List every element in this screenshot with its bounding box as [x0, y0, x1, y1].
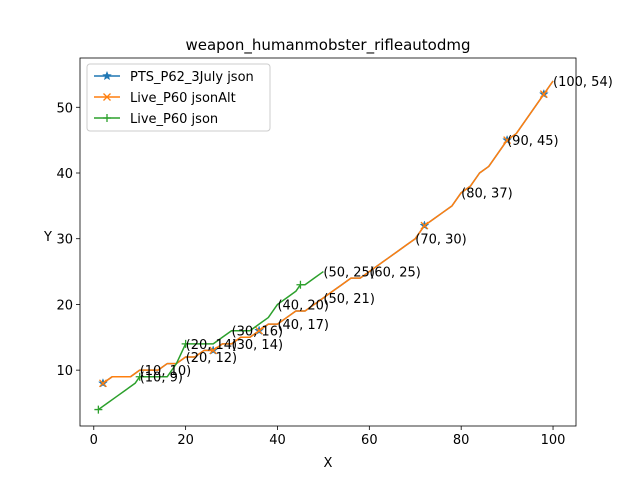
- data-label: (20, 14): [186, 338, 238, 353]
- data-point: [209, 346, 218, 355]
- data-point: [181, 339, 190, 348]
- y-tick-label: 20: [56, 298, 73, 313]
- data-label: (50, 21): [323, 292, 375, 307]
- data-point: [99, 379, 107, 388]
- x-tick-label: 80: [453, 433, 470, 448]
- data-label: (70, 30): [415, 233, 467, 248]
- legend-box: [86, 63, 271, 132]
- x-tick-label: 0: [90, 433, 98, 448]
- data-label: (30, 16): [232, 325, 283, 340]
- data-label: (50, 25): [323, 266, 375, 281]
- data-point: [296, 280, 305, 289]
- data-point: [420, 221, 429, 230]
- data-label: (40, 20): [277, 298, 329, 313]
- x-axis-label: X: [324, 456, 333, 471]
- series-line-3: [97, 270, 324, 411]
- axes-frame: [79, 57, 577, 427]
- series-line-2: [102, 80, 554, 384]
- data-label: (80, 37): [461, 187, 513, 202]
- legend-marker-2: [103, 93, 111, 101]
- data-label: (20, 12): [186, 351, 238, 366]
- data-label: (100, 54): [553, 75, 613, 90]
- legend-marker-1: [102, 70, 112, 81]
- x-tick-label: 40: [269, 433, 286, 448]
- y-tick-label: 10: [56, 364, 73, 379]
- legend-entry-1: PTS_P62_3July json: [130, 70, 254, 85]
- data-point: [539, 90, 548, 99]
- legend: PTS_P62_3July json Live_P60 jsonAlt Live_P…: [86, 63, 271, 132]
- data-point: [255, 326, 264, 335]
- y-tick-label: 40: [56, 167, 73, 182]
- legend-entry-3: Live_P60 json: [130, 112, 218, 127]
- data-label: (30, 14): [232, 338, 283, 353]
- x-tick-label: 20: [177, 433, 194, 448]
- data-label: (10, 9): [140, 371, 183, 386]
- data-point: [135, 372, 144, 381]
- y-tick-label: 30: [56, 233, 73, 248]
- y-axis-label: Y: [43, 230, 52, 245]
- data-label: (10, 10): [140, 364, 192, 379]
- y-tick-label: 50: [56, 101, 73, 116]
- data-point: [94, 405, 103, 414]
- x-tick-label: 60: [361, 433, 378, 448]
- data-label: (60, 25): [369, 266, 421, 281]
- legend-marker-3: [103, 114, 111, 122]
- chart-title: weapon_humanmobster_rifleautodmg: [185, 36, 470, 55]
- data-point: [503, 136, 512, 145]
- x-tick-label: 100: [541, 433, 566, 448]
- data-label: (90, 45): [507, 134, 558, 149]
- data-label: (40, 17): [277, 318, 329, 333]
- legend-entry-2: Live_P60 jsonAlt: [130, 91, 236, 106]
